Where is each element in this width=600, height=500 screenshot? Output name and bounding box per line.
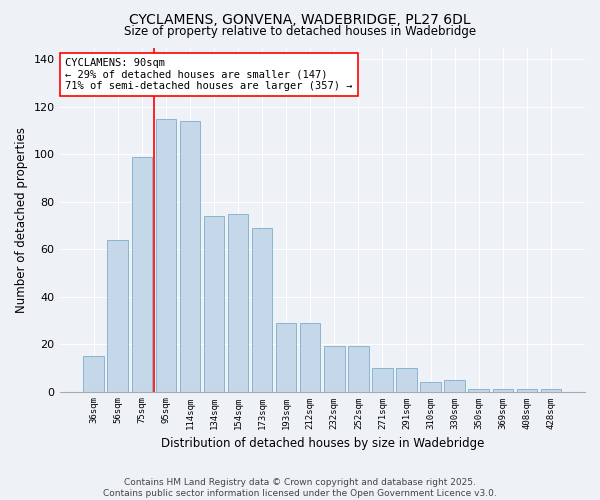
Bar bbox=[155, 118, 176, 392]
Bar bbox=[179, 121, 200, 392]
Bar bbox=[493, 389, 513, 392]
X-axis label: Distribution of detached houses by size in Wadebridge: Distribution of detached houses by size … bbox=[161, 437, 484, 450]
Bar bbox=[252, 228, 272, 392]
Text: Contains HM Land Registry data © Crown copyright and database right 2025.
Contai: Contains HM Land Registry data © Crown c… bbox=[103, 478, 497, 498]
Bar bbox=[517, 389, 537, 392]
Bar bbox=[348, 346, 368, 392]
Bar bbox=[107, 240, 128, 392]
Y-axis label: Number of detached properties: Number of detached properties bbox=[15, 126, 28, 312]
Bar bbox=[396, 368, 417, 392]
Text: CYCLAMENS: 90sqm
← 29% of detached houses are smaller (147)
71% of semi-detached: CYCLAMENS: 90sqm ← 29% of detached house… bbox=[65, 58, 352, 91]
Bar bbox=[445, 380, 465, 392]
Bar bbox=[469, 389, 489, 392]
Bar bbox=[276, 322, 296, 392]
Text: Size of property relative to detached houses in Wadebridge: Size of property relative to detached ho… bbox=[124, 25, 476, 38]
Text: CYCLAMENS, GONVENA, WADEBRIDGE, PL27 6DL: CYCLAMENS, GONVENA, WADEBRIDGE, PL27 6DL bbox=[129, 12, 471, 26]
Bar bbox=[324, 346, 344, 392]
Bar bbox=[421, 382, 441, 392]
Bar bbox=[204, 216, 224, 392]
Bar bbox=[541, 389, 561, 392]
Bar bbox=[372, 368, 392, 392]
Bar bbox=[131, 156, 152, 392]
Bar bbox=[228, 214, 248, 392]
Bar bbox=[300, 322, 320, 392]
Bar bbox=[83, 356, 104, 392]
